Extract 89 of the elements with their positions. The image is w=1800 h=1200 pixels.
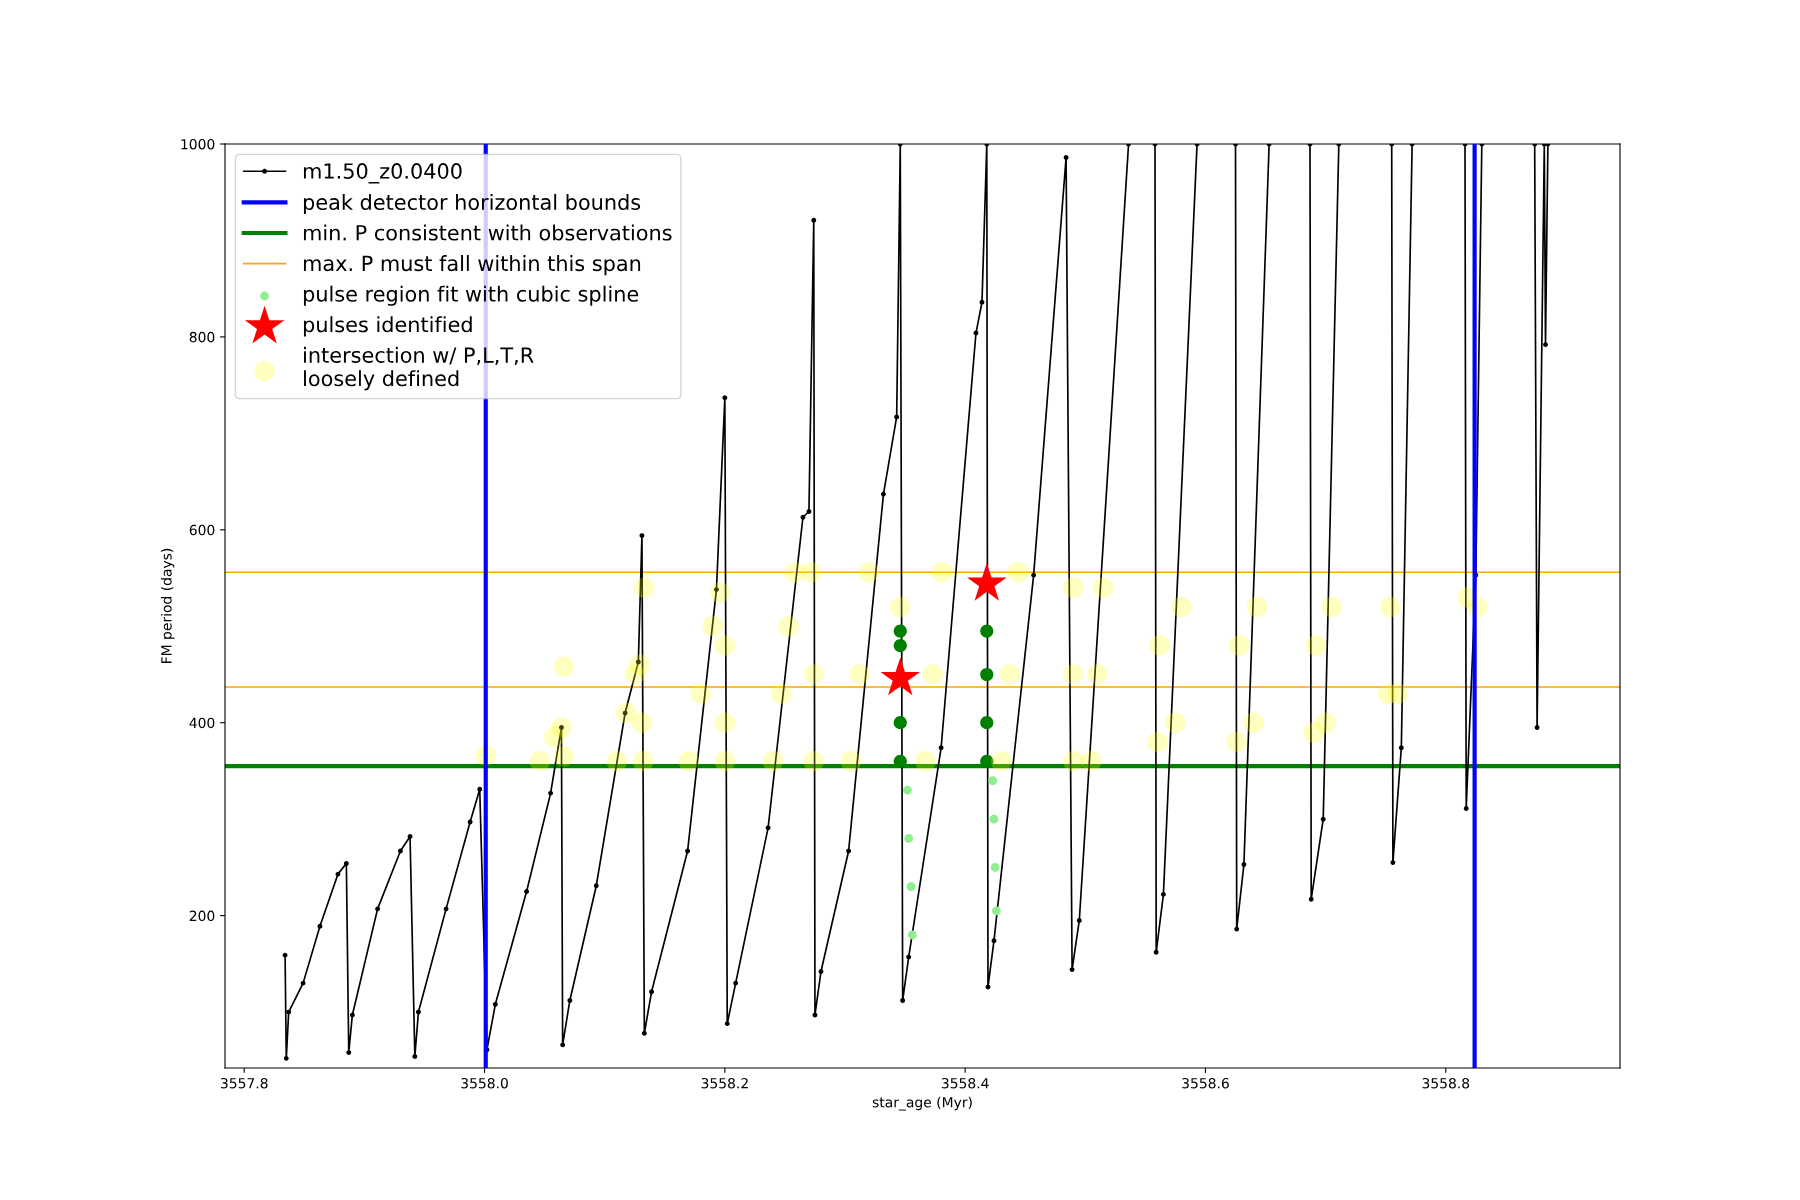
point [915, 750, 936, 772]
point [553, 746, 575, 767]
point [551, 717, 572, 738]
point [1007, 561, 1029, 583]
x-tick-label: 3558.8 [1422, 1077, 1470, 1089]
y-tick-label: 600 [189, 524, 215, 536]
point [1387, 683, 1409, 705]
point [1147, 731, 1168, 753]
point [906, 882, 916, 892]
point [989, 814, 999, 824]
legend-label: max. P must fall within this span [303, 255, 641, 276]
point [1087, 664, 1108, 685]
point [678, 750, 700, 772]
point [702, 615, 724, 637]
point [762, 750, 784, 772]
x-tick-label: 3558.0 [461, 1077, 508, 1089]
point [904, 834, 914, 843]
point [714, 635, 736, 656]
point [1062, 664, 1084, 685]
point [990, 750, 1012, 772]
point [1380, 596, 1401, 618]
point [903, 785, 912, 795]
y-tick-label: 400 [189, 717, 215, 729]
point [858, 561, 880, 583]
point [893, 638, 907, 653]
point [616, 702, 637, 724]
point [606, 750, 628, 772]
point [1243, 712, 1264, 734]
point [1081, 750, 1102, 772]
x-tick-label: 3558.2 [701, 1077, 748, 1089]
point [714, 750, 736, 772]
point [1321, 596, 1342, 618]
point [1062, 750, 1084, 772]
point [992, 906, 1001, 916]
point [632, 750, 654, 772]
point [880, 657, 921, 696]
y-tick-label: 200 [189, 910, 215, 922]
point [1171, 596, 1192, 618]
point [1149, 635, 1171, 656]
point [803, 750, 825, 772]
point [999, 664, 1020, 685]
y-tick-label: 800 [189, 331, 215, 343]
x-tick-label: 3557.8 [220, 1077, 268, 1089]
point [889, 596, 911, 618]
point [1165, 712, 1186, 734]
legend-label: min. P consistent with observations [303, 224, 672, 241]
point [1246, 596, 1268, 618]
point [631, 712, 653, 734]
point [1305, 635, 1327, 656]
point [849, 664, 870, 685]
point [629, 654, 650, 676]
point [922, 664, 944, 685]
point [803, 664, 825, 685]
x-tick-label: 3558.4 [941, 1077, 989, 1089]
point [1226, 731, 1248, 753]
point [634, 577, 655, 598]
point [893, 624, 907, 638]
x-axis-title: star_age (Myr) [872, 1096, 972, 1111]
point [1228, 635, 1250, 656]
point [893, 716, 907, 730]
legend-label: m1.50_z0.0400 [303, 163, 462, 184]
point [709, 582, 731, 603]
point [893, 754, 907, 768]
point [840, 750, 862, 772]
point [907, 930, 917, 940]
y-axis-title: FM period (days) [160, 548, 175, 663]
point [778, 615, 799, 637]
point [980, 624, 994, 638]
point [988, 776, 998, 785]
point [553, 656, 575, 678]
point [932, 561, 953, 583]
y-tick-label: 1000 [181, 138, 215, 150]
point [690, 683, 712, 705]
point [980, 667, 994, 682]
point [1093, 577, 1114, 598]
point [980, 754, 994, 768]
point [980, 716, 994, 730]
legend-label: pulses identified [303, 316, 472, 337]
point [529, 750, 551, 772]
ref-line-label: peak detector horizontal bounds [303, 193, 641, 215]
point [1315, 712, 1336, 734]
point [714, 712, 736, 734]
point [1062, 577, 1084, 598]
x-tick-label: 3558.6 [1182, 1077, 1229, 1089]
legend-label: pulse region fit with cubic spline [303, 285, 639, 306]
point [771, 683, 792, 705]
point [990, 862, 1000, 872]
point [801, 561, 822, 583]
legend-label: intersection w/ P,L,T,R loosely defined [304, 346, 534, 391]
